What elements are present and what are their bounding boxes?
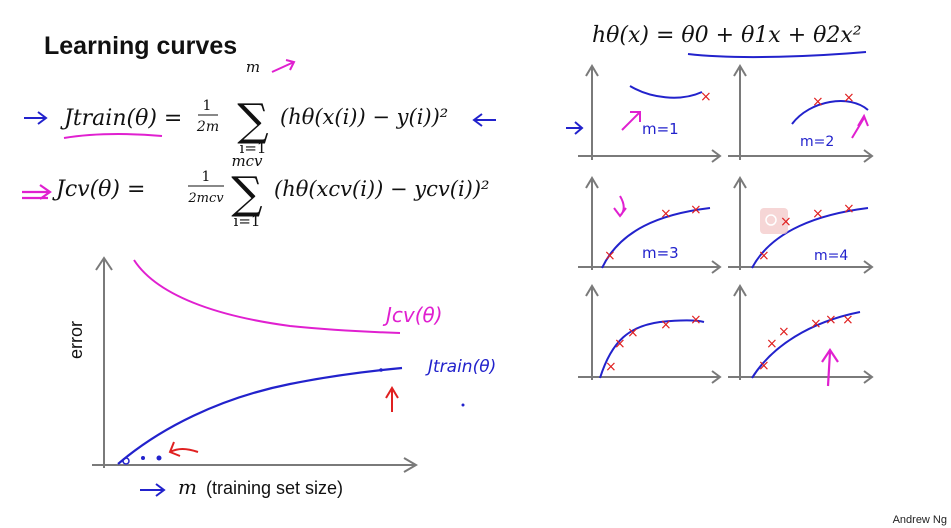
j-cv-frac-den: 2mcv	[187, 191, 224, 206]
hypothesis-text: hθ(x) = θ0 + θ1x + θ2x²	[592, 23, 862, 48]
svg-text:×: ×	[842, 312, 854, 328]
svg-text:×: ×	[780, 214, 792, 230]
pointer-arrow-icon	[168, 441, 199, 457]
cursor-icon	[765, 214, 777, 226]
small-plot-6: × × × × × ×	[728, 284, 874, 387]
svg-text:×: ×	[766, 336, 778, 352]
cv-error-curve	[133, 259, 401, 334]
arrow-icon	[24, 111, 48, 125]
j-cv-body: (hθ(xcv(i)) − ycv(i))²	[274, 177, 489, 201]
y-axis-label: error	[66, 321, 86, 359]
j-train-formula: Jtrain(θ) = 1 2m m ∑ i=1 (hθ(x(i)) − y(i…	[24, 58, 496, 157]
train-error-curve	[117, 366, 403, 465]
j-train-frac-num: 1	[203, 98, 212, 114]
svg-text:×: ×	[778, 324, 790, 340]
credit: Andrew Ng	[892, 514, 947, 526]
sum-symbol: ∑	[237, 95, 268, 146]
arrow-icon	[472, 113, 496, 127]
pointer-arrow-icon	[271, 59, 296, 73]
j-cv-sum-bottom: i=1	[234, 212, 261, 230]
svg-text:×: ×	[812, 94, 824, 110]
svg-text:×: ×	[843, 201, 855, 217]
arrow-icon	[22, 184, 52, 200]
svg-text:×: ×	[690, 202, 702, 218]
pointer-arrow-icon	[851, 113, 869, 139]
x-axis-variable: m	[178, 475, 197, 499]
svg-text:×: ×	[758, 358, 770, 374]
j-train-body: (hθ(x(i)) − y(i))²	[280, 105, 448, 129]
j-train-lhs: Jtrain(θ) =	[60, 106, 182, 131]
svg-text:×: ×	[660, 206, 672, 222]
svg-text:×: ×	[843, 90, 855, 106]
small-plot-m3: × × × m=3	[578, 176, 722, 274]
small-plot-5: × × × × ×	[578, 284, 722, 384]
svg-text:×: ×	[604, 248, 616, 264]
svg-text:×: ×	[825, 312, 837, 328]
j-cv-sum-top: mcv	[231, 152, 263, 170]
underline-mark	[63, 133, 163, 139]
small-plot-label: m=4	[814, 248, 848, 264]
cv-curve-label: Jcv(θ)	[382, 303, 443, 327]
j-train-sum-top: m	[246, 58, 260, 76]
svg-text:×: ×	[758, 248, 770, 264]
arrow-icon	[140, 483, 166, 497]
j-train-frac-den: 2m	[196, 119, 219, 135]
main-plot: error Jcv(θ) Jtrain(θ) m (training set s…	[66, 256, 496, 499]
pointer-arrow-icon	[385, 386, 399, 412]
svg-text:×: ×	[690, 312, 702, 328]
small-plot-m1: × m=1	[578, 64, 722, 163]
arrow-icon	[566, 121, 584, 135]
data-point-x: ×	[700, 89, 712, 105]
x-axis-label: (training set size)	[206, 478, 343, 498]
j-cv-formula: Jcv(θ) = 1 2mcv mcv ∑ i=1 (hθ(xcv(i)) − …	[22, 152, 489, 230]
svg-text:×: ×	[660, 317, 672, 333]
small-plot-label: m=3	[642, 244, 679, 262]
pointer-arrow-icon	[821, 348, 839, 387]
j-cv-frac-num: 1	[202, 169, 211, 185]
svg-text:×: ×	[605, 359, 617, 375]
cursor-highlight	[760, 208, 788, 234]
pointer-arrow-icon	[621, 111, 641, 131]
hypothesis-header: hθ(x) = θ0 + θ1x + θ2x²	[592, 23, 867, 59]
svg-text:×: ×	[614, 336, 626, 352]
slide-title: Learning curves	[44, 32, 238, 60]
sum-symbol: ∑	[231, 168, 262, 219]
hypothesis-underline	[687, 51, 867, 59]
small-plot-label: m=1	[642, 120, 679, 138]
train-curve-label: Jtrain(θ)	[425, 357, 496, 377]
svg-text:×: ×	[810, 316, 822, 332]
small-plot-label: m=2	[800, 134, 834, 150]
j-train-sum-bottom: i=1	[240, 139, 267, 157]
small-plot-m2: × × m=2	[728, 64, 874, 163]
small-plot-m4: × × × × m=4	[728, 176, 874, 274]
svg-text:×: ×	[627, 325, 639, 341]
svg-text:×: ×	[812, 206, 824, 222]
pointer-arrow-icon	[613, 195, 627, 218]
j-cv-lhs: Jcv(θ) =	[52, 177, 145, 202]
